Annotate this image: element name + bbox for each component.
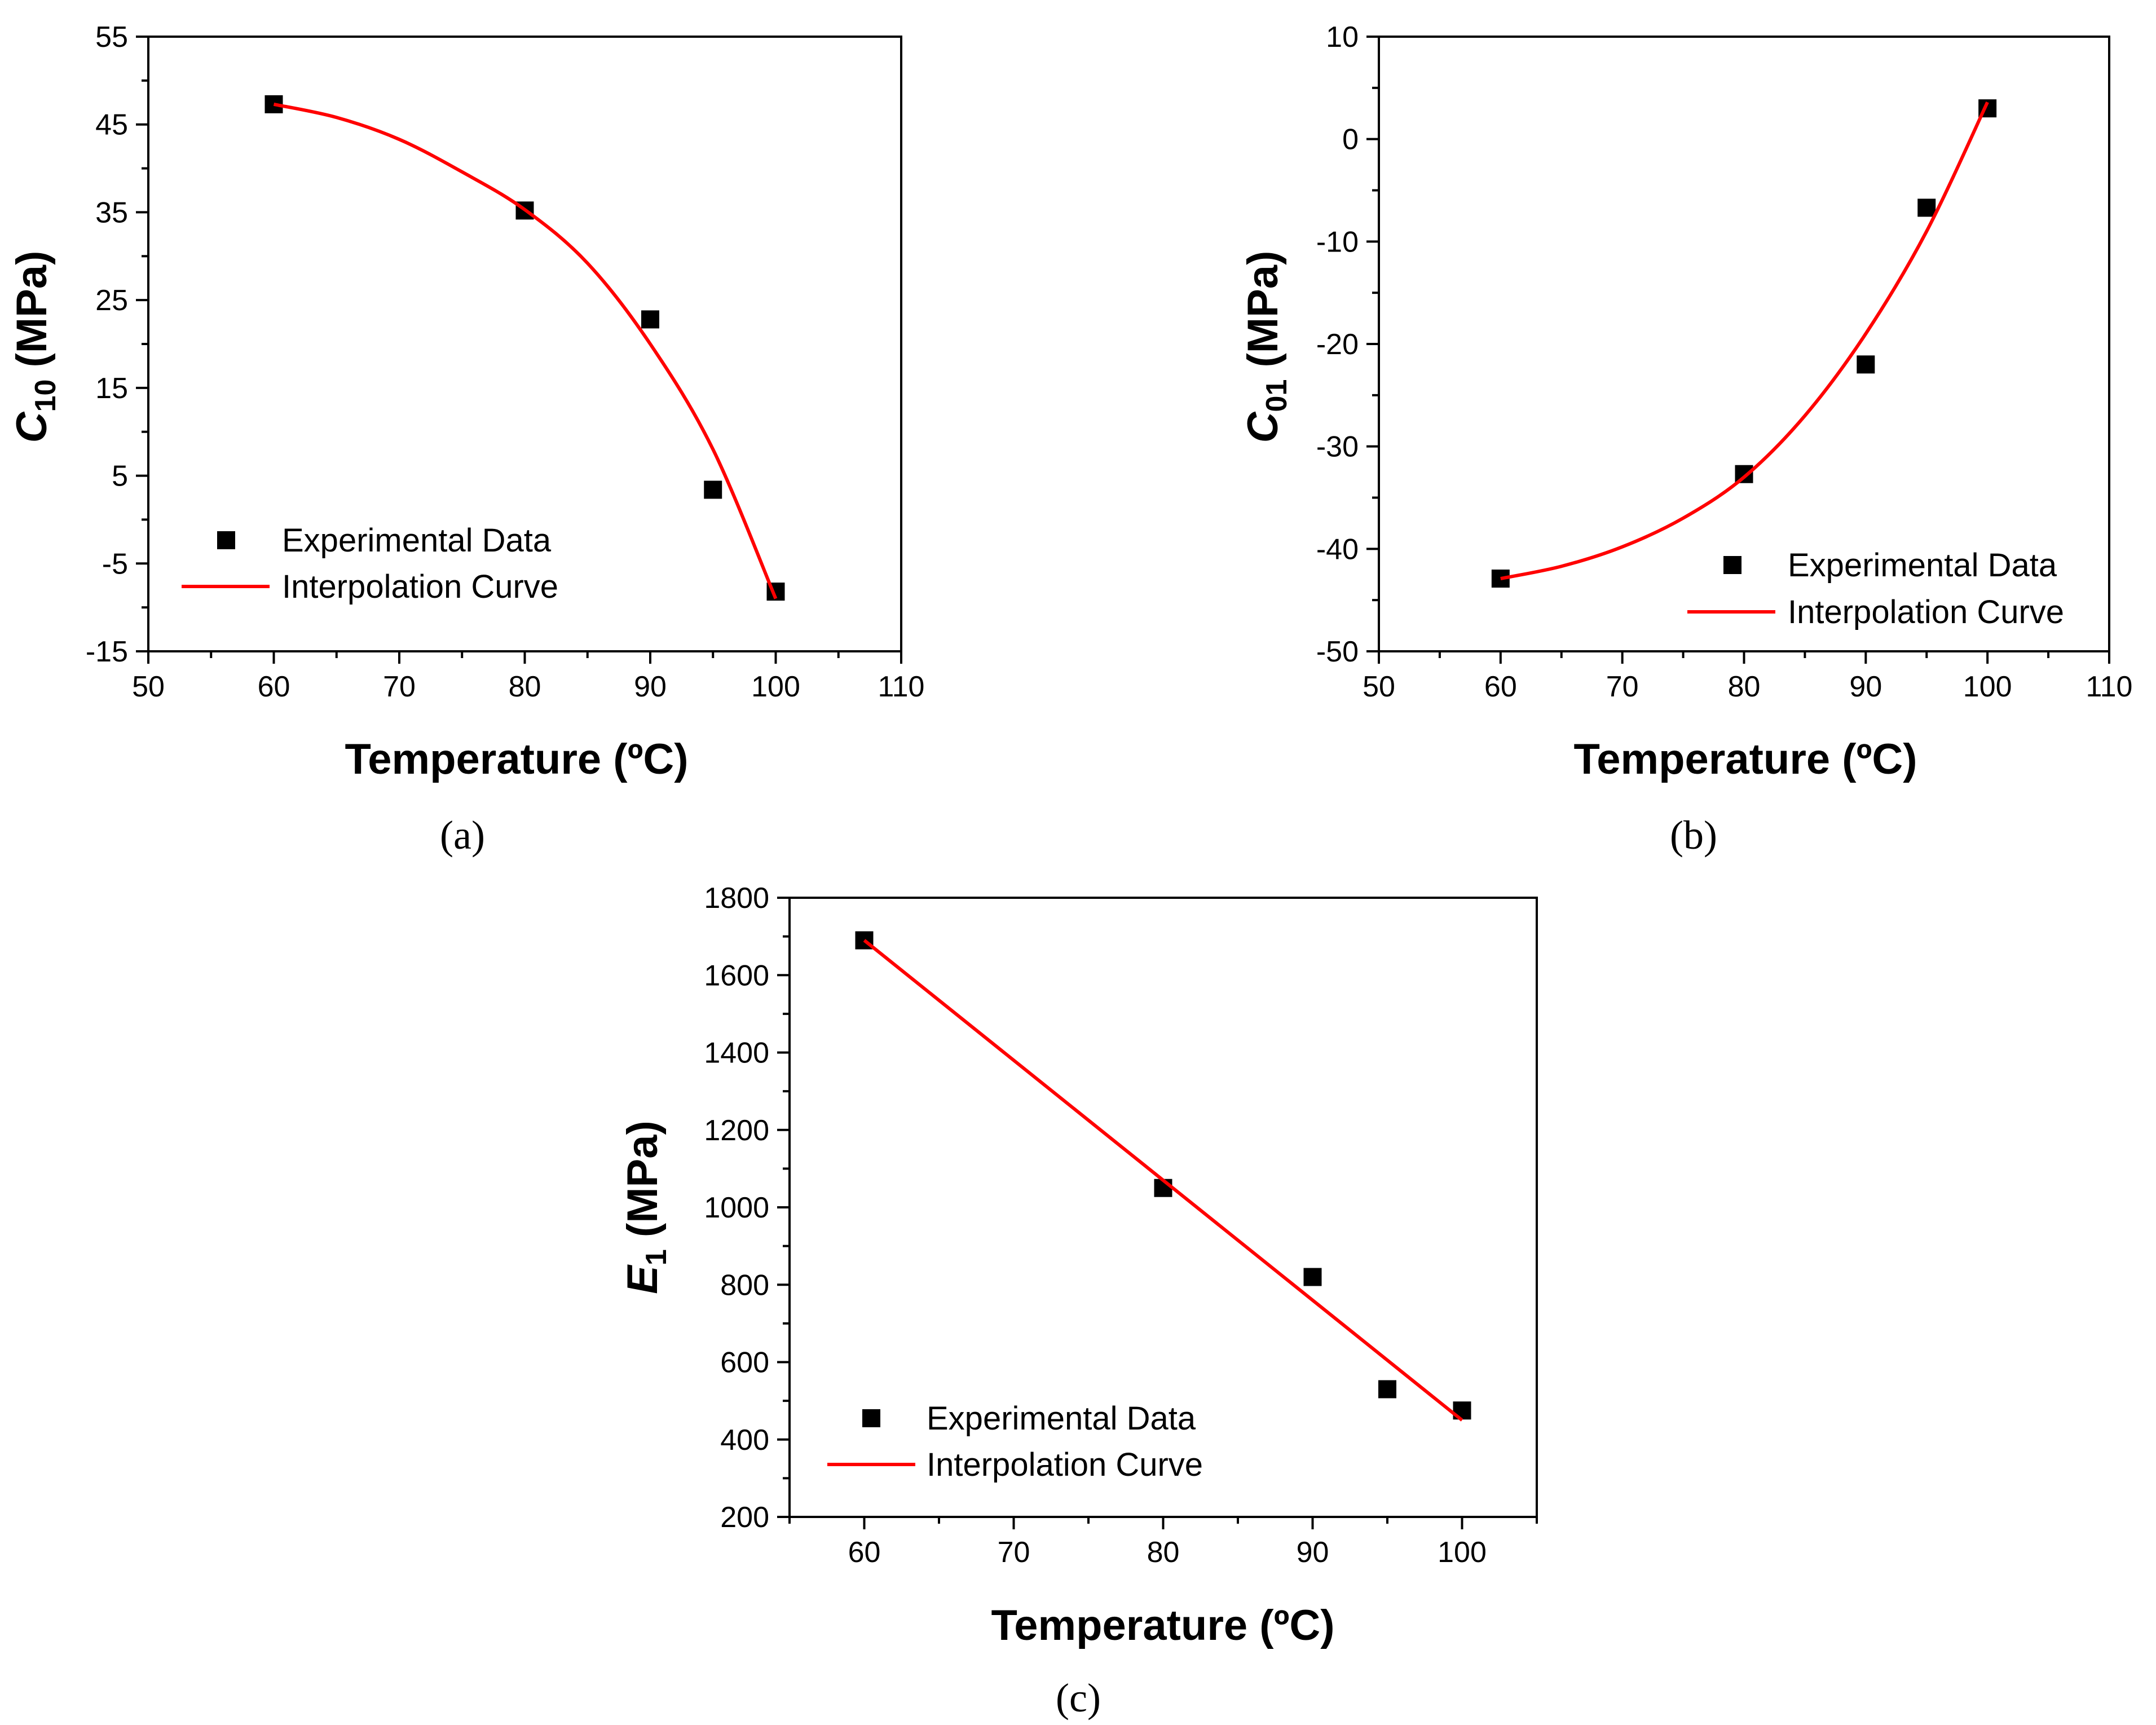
data-point (641, 310, 659, 329)
y-axis-title: E1 (MPa) (619, 1120, 673, 1294)
x-tick-label: 60 (258, 670, 290, 703)
y-tick-label: 5 (112, 460, 128, 493)
y-tick-label: -40 (1316, 533, 1359, 566)
y-tick-label: 10 (1326, 21, 1359, 54)
y-tick-label: 1800 (704, 882, 769, 915)
y-tick-label: 400 (720, 1424, 769, 1457)
y-tick-label: -5 (102, 548, 128, 580)
chart-panel-1: 50 60 70 80 90 100 110 -15 -5 5 15 25 35 45 55 Temperat… (8, 21, 924, 858)
x-tick-label: 70 (383, 670, 416, 703)
panel-label: (a) (440, 813, 485, 858)
x-axis-title: Temperature (ºC) (345, 735, 688, 783)
data-point (1857, 355, 1875, 374)
y-tick-label: -20 (1316, 328, 1359, 361)
x-tick-label: 50 (1363, 670, 1395, 703)
y-tick-label: 55 (95, 21, 128, 54)
y-tick-label: -10 (1316, 226, 1359, 258)
data-point (704, 480, 722, 499)
x-tick-label: 90 (1849, 670, 1882, 703)
x-tick-label: 50 (132, 670, 165, 703)
y-tick-label: 1000 (704, 1192, 769, 1224)
y-tick-label: 200 (720, 1501, 769, 1534)
x-tick-label: 80 (509, 670, 541, 703)
legend-curve-label: Interpolation Curve (282, 568, 558, 605)
legend-curve-label: Interpolation Curve (927, 1446, 1203, 1483)
y-tick-label: 600 (720, 1347, 769, 1379)
legend-marker-symbol (1723, 556, 1741, 574)
y-tick-label: 1200 (704, 1114, 769, 1147)
y-tick-label: 25 (95, 284, 128, 317)
x-tick-label: 100 (751, 670, 800, 703)
data-point (1378, 1380, 1396, 1398)
legend-marker-symbol (862, 1409, 880, 1427)
x-tick-label: 100 (1963, 670, 2012, 703)
y-tick-label: 0 (1342, 123, 1359, 156)
x-tick-label: 60 (848, 1536, 881, 1569)
legend-curve-label: Interpolation Curve (1788, 594, 2064, 630)
x-tick-label: 80 (1147, 1536, 1180, 1569)
y-tick-label: 35 (95, 196, 128, 229)
y-axis-title: C10 (MPa) (8, 251, 62, 443)
legend-marker-symbol (217, 531, 235, 549)
x-tick-label: 90 (1297, 1536, 1329, 1569)
interpolation-curve (273, 102, 778, 599)
data-point (1303, 1268, 1322, 1286)
plot-frame (147, 36, 902, 652)
x-tick-label: 70 (998, 1536, 1030, 1569)
x-axis-title: Temperature (ºC) (991, 1602, 1334, 1649)
y-tick-label: 45 (95, 109, 128, 142)
x-tick-label: 80 (1728, 670, 1761, 703)
y-tick-label: -15 (86, 636, 128, 668)
interpolation-curve (1500, 101, 1989, 580)
legend-experimental-label: Experimental Data (1788, 547, 2057, 584)
y-tick-label: -30 (1316, 431, 1359, 464)
x-tick-label: 90 (634, 670, 667, 703)
y-tick-label: 800 (720, 1269, 769, 1302)
x-tick-label: 110 (2086, 670, 2133, 703)
x-tick-label: 110 (878, 670, 925, 703)
interpolation-curve (863, 939, 1463, 1422)
chart-panel-2: 50 60 70 80 90 100 110 -50 -40 -30 -20 -10 0 10 Temper… (1239, 21, 2132, 858)
x-tick-label: 70 (1606, 670, 1639, 703)
x-tick-label: 60 (1484, 670, 1517, 703)
y-tick-label: 15 (95, 372, 128, 405)
chart-panel-3: 60 70 80 90 100 200 400 600 800 1000 1200 1400 1600 1… (619, 882, 1538, 1720)
y-tick-label: -50 (1316, 636, 1359, 668)
y-tick-label: 1600 (704, 959, 769, 992)
panel-label: (b) (1670, 813, 1717, 858)
legend-experimental-label: Experimental Data (282, 522, 552, 559)
panel-label: (c) (1056, 1675, 1101, 1720)
y-tick-label: 1400 (704, 1037, 769, 1070)
x-tick-label: 100 (1438, 1536, 1487, 1569)
x-axis-title: Temperature (ºC) (1573, 735, 1917, 783)
legend-experimental-label: Experimental Data (927, 1400, 1196, 1437)
y-axis-title: C01 (MPa) (1239, 251, 1293, 443)
data-point (1917, 198, 1936, 217)
